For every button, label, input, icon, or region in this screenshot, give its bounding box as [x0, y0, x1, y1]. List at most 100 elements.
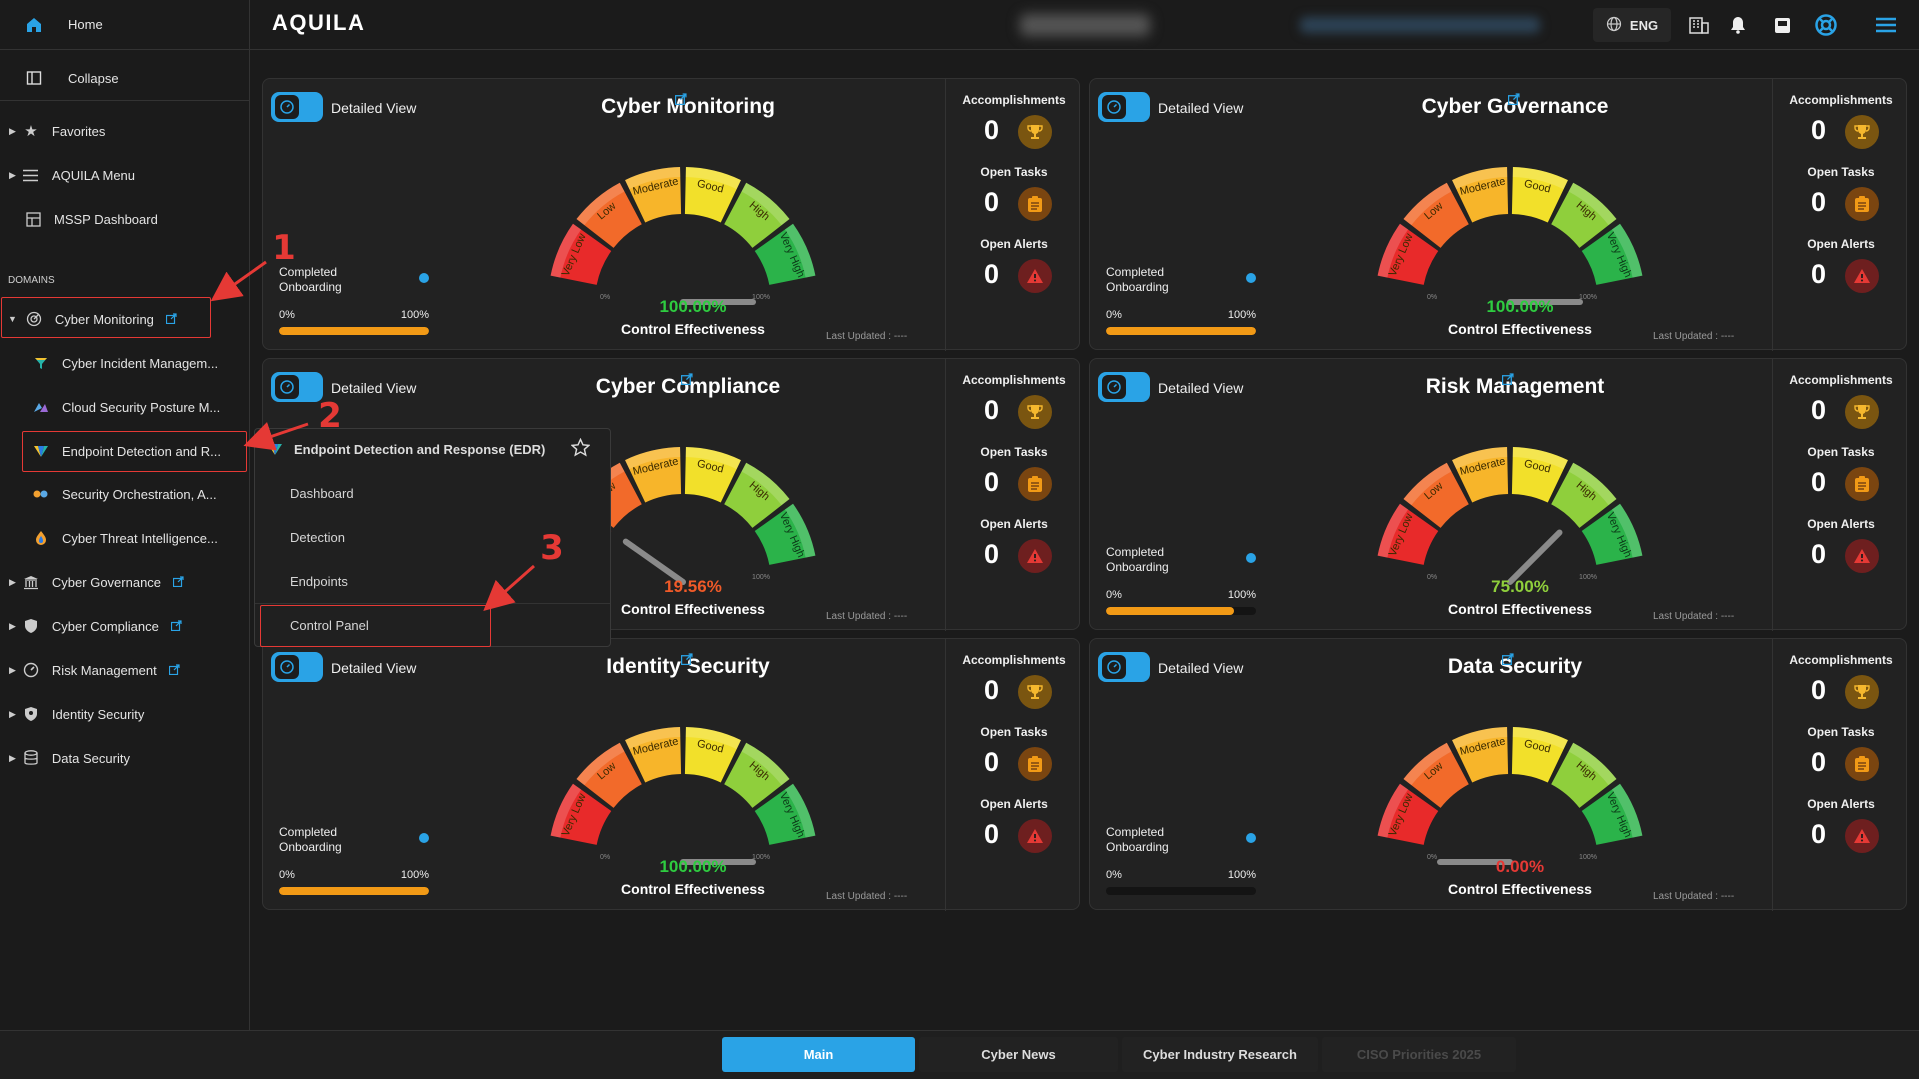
gauge-segment [754, 223, 816, 285]
external-link-icon[interactable] [168, 663, 180, 678]
home-link[interactable]: Home [0, 0, 250, 50]
detailed-view-toggle[interactable] [271, 372, 323, 402]
warning-icon[interactable] [1018, 819, 1052, 853]
sidebar-subitem-soar[interactable]: Security Orchestration, A... [0, 474, 217, 514]
info-icon[interactable] [419, 833, 429, 843]
sidebar-item-risk-management[interactable]: ▶ Risk Management [0, 650, 180, 690]
sidebar-item-label: Favorites [51, 123, 106, 139]
sidebar-item-data-security[interactable]: ▶ Data Security [0, 738, 130, 778]
flyout-item-endpoints[interactable]: Endpoints [290, 574, 348, 589]
flyout-item-dashboard[interactable]: Dashboard [290, 486, 354, 501]
sidebar-item-label: Cyber Threat Intelligence... [62, 530, 218, 546]
annotation-step-1: 1 [272, 228, 296, 268]
warning-icon[interactable] [1845, 539, 1879, 573]
sidebar-item-identity-security[interactable]: ▶ Identity Security [0, 694, 144, 734]
tab-cyber-news[interactable]: Cyber News [919, 1037, 1118, 1072]
warning-icon[interactable] [1018, 259, 1052, 293]
external-link-icon[interactable] [1501, 652, 1516, 666]
tab-cyber-industry-research[interactable]: Cyber Industry Research [1122, 1037, 1318, 1072]
favorite-star-icon[interactable] [570, 437, 591, 462]
sidebar-subitem-cyber-incident[interactable]: Cyber Incident Managem... [0, 343, 218, 383]
info-icon[interactable] [1246, 833, 1256, 843]
accomplishments-label: Accomplishments [962, 373, 1066, 387]
sidebar: Home Collapse ▶ ★ Favorites ▶ AQUILA Men… [0, 0, 250, 1079]
onboarding-range: 0% 100% [1106, 589, 1256, 601]
gauge-scale-label: 0% [1427, 854, 1437, 861]
detailed-view-toggle[interactable] [1098, 652, 1150, 682]
gauge-segment [1452, 167, 1509, 223]
gauge-segment-highlight [625, 447, 681, 470]
menu-icon [22, 166, 40, 184]
hamburger-menu-icon[interactable] [1874, 13, 1898, 37]
sidebar-subitem-cloud-security[interactable]: Cloud Security Posture M... [0, 387, 220, 427]
threat-intel-icon [32, 529, 50, 547]
inbox-icon[interactable] [1770, 13, 1794, 37]
gauge-segment-highlight [576, 182, 625, 226]
control-effectiveness-label: Control Effectiveness [1448, 321, 1592, 337]
caret-right-icon: ▶ [9, 708, 16, 719]
trophy-icon[interactable] [1845, 675, 1879, 709]
external-link-icon[interactable] [1507, 92, 1522, 106]
clipboard-icon[interactable] [1018, 747, 1052, 781]
sidebar-item-label: Security Orchestration, A... [62, 486, 217, 502]
gauge-segment [1551, 462, 1617, 528]
onboarding-min: 0% [1106, 589, 1122, 601]
trophy-icon[interactable] [1845, 395, 1879, 429]
bell-icon[interactable] [1726, 13, 1750, 37]
clipboard-icon[interactable] [1018, 187, 1052, 221]
external-link-icon[interactable] [680, 652, 695, 666]
info-icon[interactable] [1246, 273, 1256, 283]
trophy-icon[interactable] [1845, 115, 1879, 149]
sidebar-item-cyber-governance[interactable]: ▶ Cyber Governance [0, 562, 184, 602]
flyout-item-control-panel[interactable]: Control Panel [290, 618, 369, 633]
domain-card: Detailed View Cyber Governance Very Low L… [1089, 78, 1907, 351]
tab-ciso-priorities[interactable]: CISO Priorities 2025 [1322, 1037, 1516, 1072]
detailed-view-toggle[interactable] [1098, 92, 1150, 122]
language-selector[interactable]: ENG [1593, 8, 1671, 42]
sidebar-item-label: Cyber Governance [51, 574, 162, 590]
detailed-view-toggle[interactable] [1098, 372, 1150, 402]
building-icon[interactable] [1687, 13, 1711, 37]
trophy-icon[interactable] [1018, 395, 1052, 429]
last-updated: Last Updated : ---- [826, 611, 908, 622]
sidebar-subitem-edr[interactable]: Endpoint Detection and R... [0, 431, 221, 471]
info-icon[interactable] [1246, 553, 1256, 563]
gauge-segment-highlight [550, 223, 582, 278]
support-icon[interactable] [1814, 13, 1838, 37]
external-link-icon[interactable] [680, 372, 695, 386]
clipboard-icon[interactable] [1845, 187, 1879, 221]
external-link-icon[interactable] [1501, 372, 1516, 386]
warning-icon[interactable] [1845, 819, 1879, 853]
accomplishments-count: 0 [984, 675, 1000, 705]
sidebar-subitem-threat-intel[interactable]: Cyber Threat Intelligence... [0, 518, 218, 558]
tab-main[interactable]: Main [722, 1037, 915, 1072]
sidebar-collapse-icon [25, 69, 43, 87]
trophy-icon[interactable] [1018, 675, 1052, 709]
gauge-segment-highlight [784, 783, 816, 838]
onboarding-max: 100% [400, 869, 429, 881]
detailed-view-toggle[interactable] [271, 652, 323, 682]
info-icon[interactable] [419, 273, 429, 283]
sidebar-item-cyber-monitoring[interactable]: ▼ Cyber Monitoring [0, 299, 177, 339]
external-link-icon[interactable] [674, 92, 689, 106]
collapse-button[interactable]: Collapse [0, 56, 250, 101]
warning-icon[interactable] [1845, 259, 1879, 293]
flyout-item-detection[interactable]: Detection [290, 530, 345, 545]
sidebar-item-cyber-compliance[interactable]: ▶ Cyber Compliance [0, 606, 182, 646]
external-link-icon[interactable] [165, 312, 177, 327]
clipboard-icon[interactable] [1018, 467, 1052, 501]
sidebar-item-mssp-dashboard[interactable]: MSSP Dashboard [0, 199, 158, 239]
clipboard-icon[interactable] [1845, 747, 1879, 781]
external-link-icon[interactable] [170, 619, 182, 634]
last-updated: Last Updated : ---- [1653, 331, 1735, 342]
external-link-icon[interactable] [172, 575, 184, 590]
trophy-icon[interactable] [1018, 115, 1052, 149]
sidebar-item-aquila-menu[interactable]: ▶ AQUILA Menu [0, 155, 135, 195]
warning-icon[interactable] [1018, 539, 1052, 573]
detailed-view-toggle[interactable] [271, 92, 323, 122]
clipboard-icon[interactable] [1845, 467, 1879, 501]
sidebar-item-favorites[interactable]: ▶ ★ Favorites [0, 111, 105, 151]
gauge-segment [1403, 462, 1469, 528]
gauge-scale-label: 100% [1579, 294, 1597, 301]
